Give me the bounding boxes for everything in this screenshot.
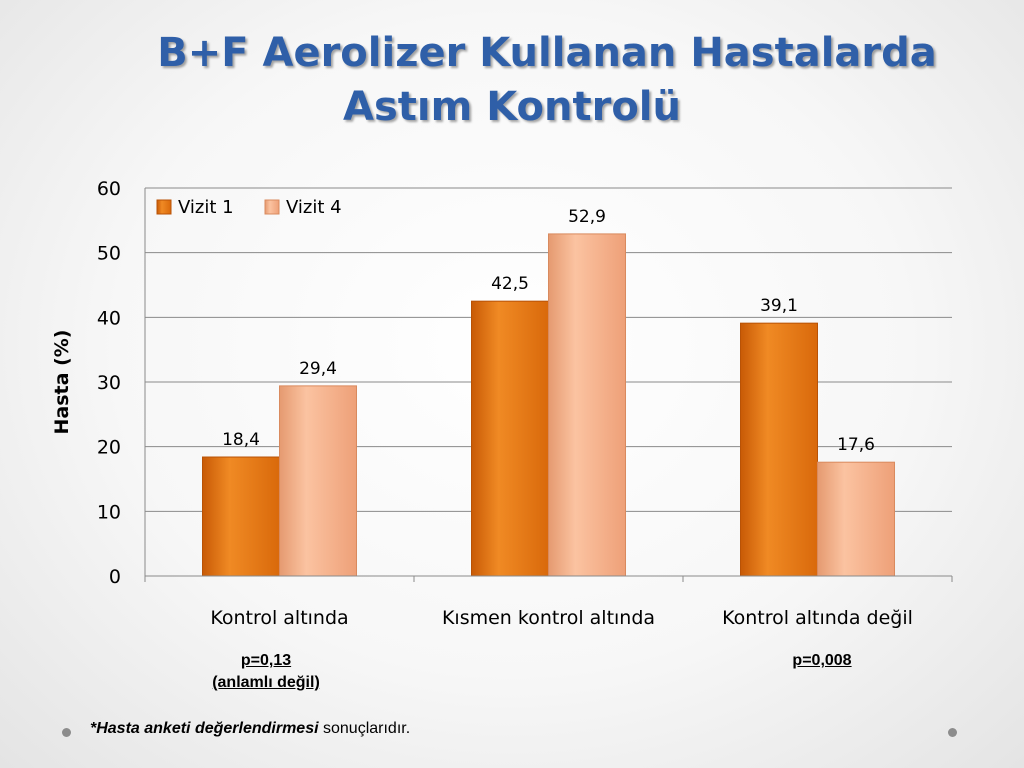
p-value-3: p=0,008 bbox=[792, 652, 852, 669]
bullet-dot-left bbox=[62, 728, 71, 737]
bar-vizit-4 bbox=[817, 461, 895, 577]
y-tick-label: 50 bbox=[97, 243, 121, 265]
p-value-note-3: p=0,008 bbox=[752, 650, 892, 672]
y-axis-label: Hasta (%) bbox=[51, 330, 73, 435]
legend-label: Vizit 4 bbox=[286, 197, 342, 218]
title-line-1: B+F Aerolizer Kullanan Hastalarda bbox=[157, 30, 937, 76]
bar-vizit-4 bbox=[279, 385, 357, 577]
y-tick-label: 40 bbox=[97, 307, 121, 329]
footnote-bold: *Hasta anketi değerlendirmesi bbox=[90, 720, 319, 737]
data-label: 29,4 bbox=[299, 359, 337, 379]
legend: Vizit 1 Vizit 4 bbox=[156, 197, 342, 218]
x-category-label: Kontrol altında bbox=[210, 607, 348, 629]
data-label: 52,9 bbox=[568, 207, 606, 227]
bar-chart: 0 10 20 30 40 50 60 Hasta (%) Kontrol altında Kıs… bbox=[51, 178, 953, 629]
y-tick-label: 60 bbox=[97, 178, 121, 200]
y-tick-label: 20 bbox=[97, 437, 121, 459]
title-line-2: Astım Kontrolü bbox=[343, 84, 681, 130]
footnote: *Hasta anketi değerlendirmesi sonuçlarıd… bbox=[90, 720, 410, 738]
bar-vizit-1 bbox=[471, 300, 549, 577]
legend-label: Vizit 1 bbox=[178, 197, 234, 218]
y-tick-label: 10 bbox=[97, 501, 121, 523]
legend-swatch bbox=[264, 199, 280, 215]
p-value-1: p=0,13 bbox=[240, 652, 292, 669]
data-label: 42,5 bbox=[491, 274, 529, 294]
y-tick-label: 0 bbox=[109, 566, 121, 588]
bar-vizit-1 bbox=[202, 456, 280, 577]
data-label: 18,4 bbox=[222, 430, 260, 450]
bar-vizit-4 bbox=[548, 233, 626, 577]
bar-vizit-1 bbox=[740, 322, 818, 577]
labels: 18,4 29,4 42,5 52,9 39,1 17,6 bbox=[222, 207, 875, 455]
data-label: 39,1 bbox=[760, 296, 798, 316]
y-tick-label: 30 bbox=[97, 372, 121, 394]
legend-swatch bbox=[156, 199, 172, 215]
p-value-1-significance: (anlamlı değil) bbox=[212, 674, 320, 691]
axes: 0 10 20 30 40 50 60 Hasta (%) Kontrol altında Kıs… bbox=[51, 178, 953, 629]
x-category-label: Kısmen kontrol altında bbox=[442, 607, 655, 629]
slide-title: B+F Aerolizer Kullanan Hastalarda Astım … bbox=[0, 26, 1024, 134]
footnote-rest: sonuçlarıdır. bbox=[318, 720, 411, 737]
x-category-label: Kontrol altında değil bbox=[722, 607, 913, 629]
bullet-dot-right bbox=[948, 728, 957, 737]
data-label: 17,6 bbox=[837, 435, 875, 455]
p-value-note-1: p=0,13 (anlamlı değil) bbox=[186, 650, 346, 694]
bars bbox=[202, 233, 895, 577]
